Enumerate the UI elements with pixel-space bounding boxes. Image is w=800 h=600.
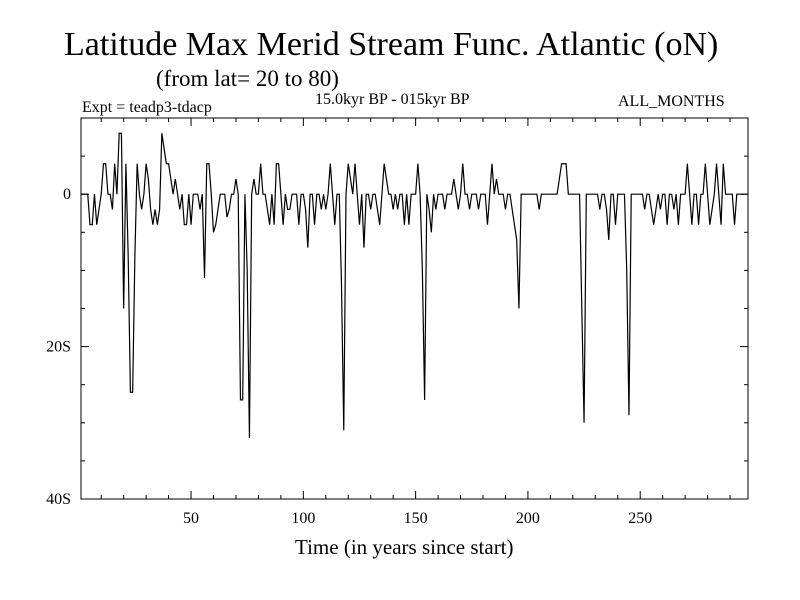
x-tick-label: 150	[404, 510, 428, 527]
months-label: ALL_MONTHS	[618, 93, 725, 110]
x-tick-label: 250	[628, 510, 652, 527]
x-axis-label: Time (in years since start)	[295, 535, 514, 559]
y-tick-label: 0	[63, 186, 71, 203]
series-line	[81, 132, 748, 439]
experiment-label: Expt = teadp3-tdacp	[82, 99, 212, 116]
x-tick-label: 200	[516, 510, 540, 527]
chart-subtitle: (from lat= 20 to 80)	[156, 66, 339, 91]
plot-frame	[80, 117, 749, 500]
chart-title: Latitude Max Merid Stream Func. Atlantic…	[64, 26, 719, 63]
y-tick-label: 40S	[46, 491, 71, 508]
y-tick-label: 20S	[46, 339, 71, 356]
x-tick-label: 50	[183, 510, 199, 527]
period-label: 15.0kyr BP - 015kyr BP	[315, 91, 470, 108]
x-tick-label: 100	[291, 510, 315, 527]
